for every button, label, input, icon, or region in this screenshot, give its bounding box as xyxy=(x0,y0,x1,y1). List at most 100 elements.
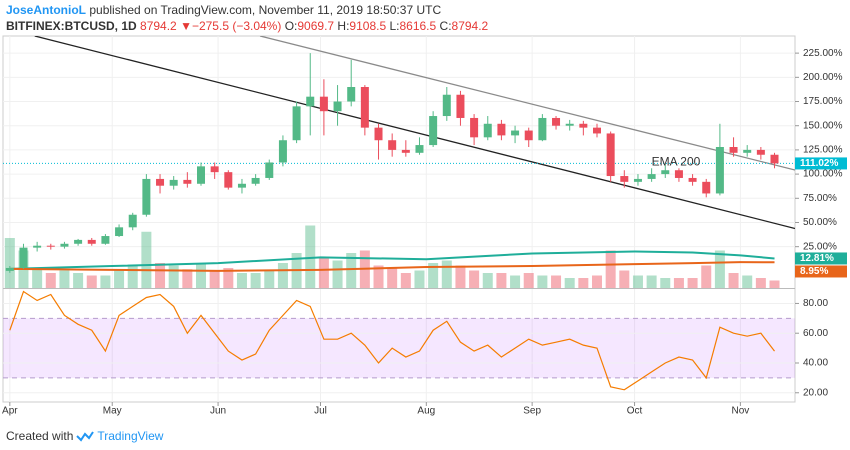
trendline xyxy=(34,36,795,230)
volume-bar xyxy=(523,273,534,288)
candle-body xyxy=(183,179,192,184)
volume-bar xyxy=(755,278,766,288)
y-tick-label: 100.00% xyxy=(803,169,843,180)
author-link[interactable]: JoseAntonioL xyxy=(6,3,86,17)
candle-body xyxy=(237,183,246,188)
volume-bar xyxy=(182,269,193,288)
rsi-pane xyxy=(3,289,795,402)
candle-body xyxy=(770,154,779,164)
volume-bar xyxy=(264,270,275,288)
candle-body xyxy=(128,214,137,228)
volume-bar xyxy=(510,275,521,288)
volume-bar xyxy=(236,273,247,288)
price-label-box xyxy=(795,252,847,265)
change: −275.5 (−3.04%) xyxy=(191,19,282,33)
header-line-1: JoseAntonioL published on TradingView.co… xyxy=(6,2,488,18)
candle-body xyxy=(606,133,615,177)
indicator-line xyxy=(9,250,775,270)
candle-body xyxy=(702,181,711,194)
candle-body xyxy=(306,96,315,107)
candle-body xyxy=(456,94,465,118)
header: JoseAntonioL published on TradingView.co… xyxy=(6,2,488,34)
candle-body xyxy=(33,245,42,248)
high-label: H: xyxy=(337,19,350,33)
indicator-line xyxy=(9,261,775,272)
close-label: C: xyxy=(439,19,452,33)
volume-bar xyxy=(469,270,480,288)
candle-body xyxy=(401,149,410,153)
volume-bar xyxy=(86,275,97,288)
volume-bar xyxy=(687,278,698,288)
y-tick-label: 225.00% xyxy=(803,48,843,59)
candle-body xyxy=(87,239,96,244)
rsi-line xyxy=(9,290,775,391)
volume-bar xyxy=(32,269,43,288)
candle-body xyxy=(511,130,520,136)
volume-bar xyxy=(455,265,466,288)
candle-body xyxy=(674,170,683,178)
volume-bar xyxy=(701,265,712,288)
candle-body xyxy=(688,177,697,182)
candle-body xyxy=(278,140,287,163)
y-tick-label: 25.00% xyxy=(803,241,837,252)
volume-bar xyxy=(45,273,56,288)
candle-body xyxy=(46,245,55,247)
x-tick-label: Jun xyxy=(210,406,226,417)
candle-body xyxy=(633,178,642,182)
x-tick-label: Aug xyxy=(417,406,435,417)
candle-body xyxy=(538,117,547,141)
candle-body xyxy=(115,227,124,237)
volume-bar xyxy=(73,273,84,288)
y-tick-label: 50.00% xyxy=(803,217,837,228)
candle-body xyxy=(60,243,69,247)
volume-bar xyxy=(646,275,657,288)
volume-bar xyxy=(4,238,15,288)
candle-body xyxy=(292,106,301,141)
candle-body xyxy=(620,176,629,182)
rsi-y-tick-label: 40.00 xyxy=(803,358,828,369)
last-price: 8794.2 xyxy=(140,19,177,33)
annotation: EMA 200 xyxy=(652,155,701,169)
price-pane: EMA 200 xyxy=(3,36,795,288)
volume-bar xyxy=(373,265,384,288)
volume-bar xyxy=(223,268,234,288)
close-value: 8794.2 xyxy=(451,19,489,33)
volume-bar xyxy=(318,256,329,288)
volume-bar xyxy=(551,275,562,288)
footer: Created with TradingView xyxy=(6,429,163,443)
volume-bar xyxy=(209,270,220,288)
volume-bar xyxy=(141,231,152,288)
x-tick-label: Apr xyxy=(2,406,18,417)
rsi-y-tick-label: 80.00 xyxy=(803,298,828,309)
brand-link[interactable]: TradingView xyxy=(97,429,164,443)
volume-bar xyxy=(387,268,398,288)
volume-bar xyxy=(578,278,589,288)
candle-body xyxy=(593,127,601,134)
candle-body xyxy=(442,94,451,117)
volume-bar xyxy=(564,278,575,288)
x-tick-label: Jul xyxy=(314,406,327,417)
volume-bar xyxy=(619,270,630,288)
volume-bar xyxy=(155,263,166,288)
price-label-box xyxy=(795,265,847,278)
candle-body xyxy=(647,174,656,179)
candle-body xyxy=(661,170,670,175)
candle-body xyxy=(415,145,424,153)
candle-body xyxy=(251,177,260,184)
candle-body xyxy=(319,96,328,112)
rsi-y-tick-label: 20.00 xyxy=(803,387,828,398)
candle-body xyxy=(156,178,165,186)
y-tick-label: 175.00% xyxy=(803,96,843,107)
y-tick-label: 75.00% xyxy=(803,193,837,204)
candle-body xyxy=(101,236,110,244)
tv-logo xyxy=(76,431,95,442)
volume-bar xyxy=(332,260,343,288)
y-tick-label: 125.00% xyxy=(803,145,843,156)
open-value: 9069.7 xyxy=(297,19,335,33)
candle-body xyxy=(374,127,383,141)
volume-bar xyxy=(114,270,125,288)
candle-body xyxy=(360,87,369,128)
candle-body xyxy=(5,267,14,271)
volume-bar xyxy=(673,278,684,288)
volume-bar xyxy=(414,270,425,288)
